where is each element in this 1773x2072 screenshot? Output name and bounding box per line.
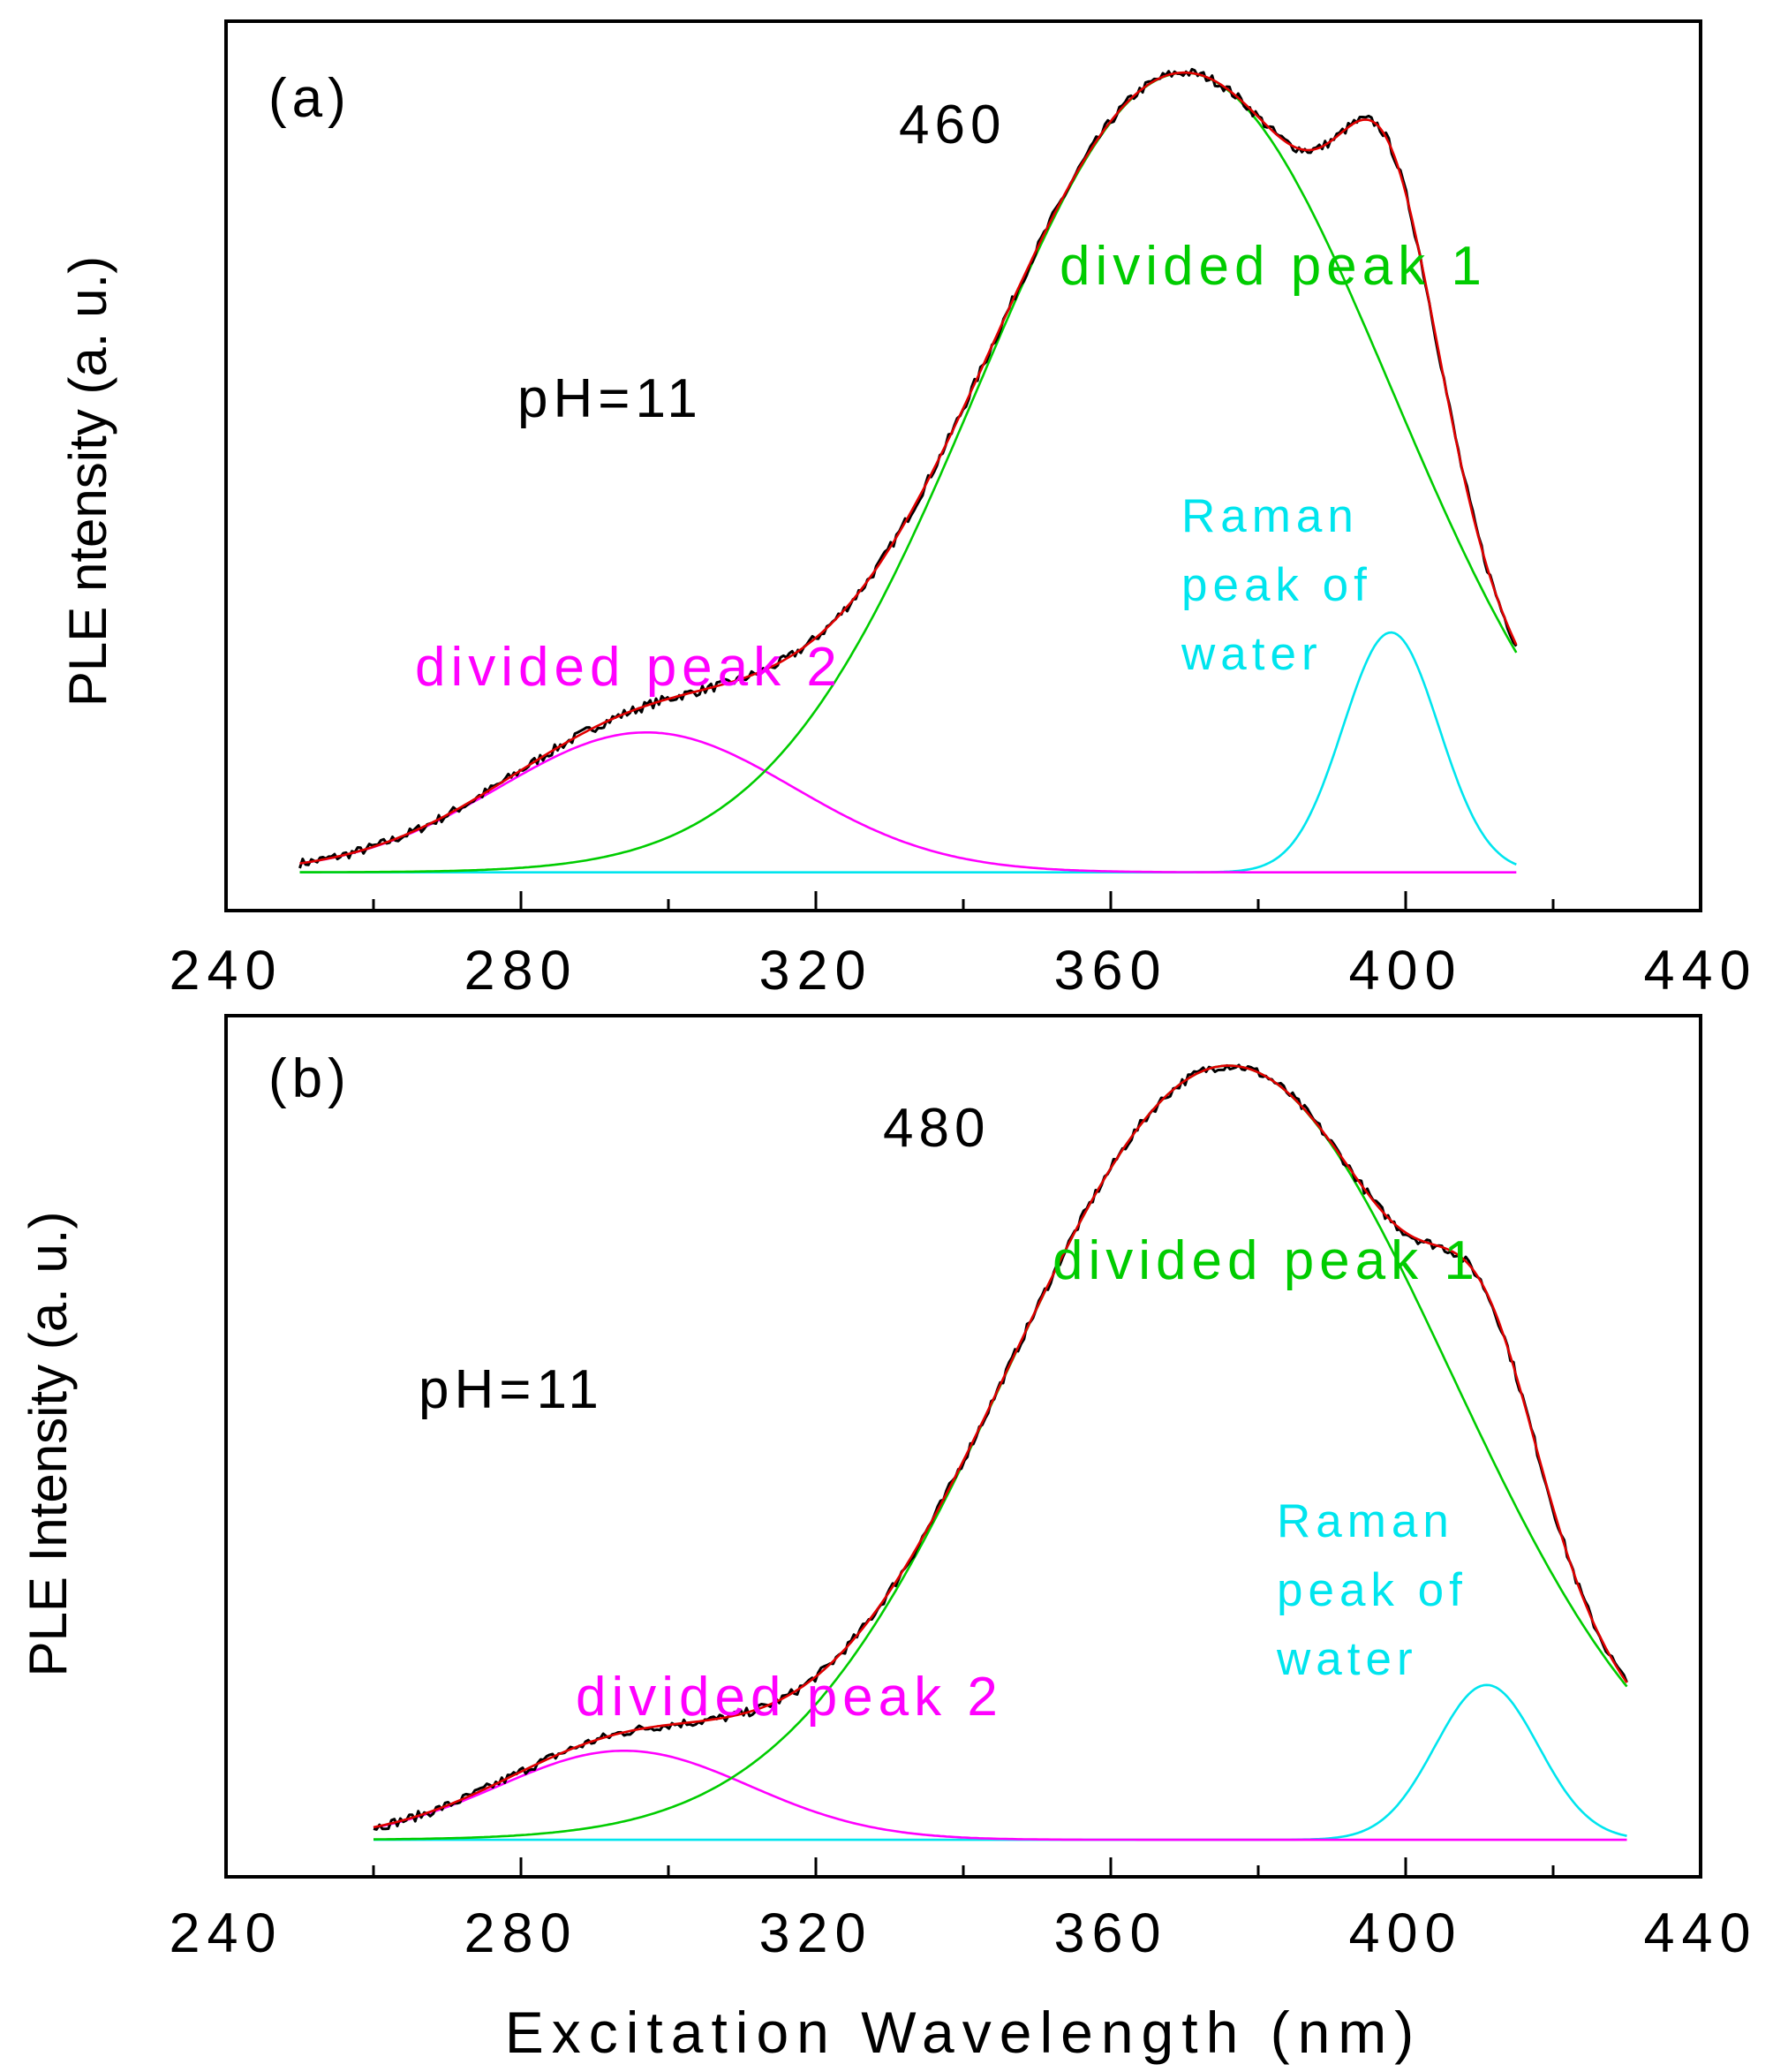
panel-a-y-axis-title: PLE ntensity (a. u.) — [58, 256, 117, 707]
panel-a-annotation-raman: Raman — [1181, 490, 1359, 542]
panel-b-x-tick-label: 280 — [464, 1902, 577, 1964]
panel-b-x-tick-labels: 240 280 320 360 400 440 — [169, 1902, 1757, 1964]
panel-b-series-divided-peak-2 — [373, 1750, 1627, 1841]
panel-b-x-tick-label: 440 — [1643, 1902, 1757, 1964]
panel-b: 240 280 320 360 400 440 PLE Intensity (a… — [19, 1014, 1757, 1964]
panel-b-annotation-divided-peak-1: divided peak 1 — [1052, 1230, 1480, 1291]
panel-b-y-axis-title: PLE Intensity (a. u.) — [19, 1212, 78, 1677]
panel-a-x-tick-label: 240 — [169, 940, 283, 1002]
panel-b-label: (b) — [268, 1048, 351, 1109]
panel-b-x-tick-label: 360 — [1053, 1902, 1167, 1964]
panel-a-x-tick-label: 280 — [464, 940, 577, 1002]
panel-b-annotation-divided-peak-2: divided peak 2 — [576, 1667, 1003, 1728]
panel-a-annotation-water: water — [1181, 628, 1323, 680]
panel-a-emission-label: 460 — [899, 95, 1006, 155]
panel-a-annotation-divided-peak-1: divided peak 1 — [1060, 236, 1487, 297]
panel-a-x-tick-label: 320 — [758, 940, 872, 1002]
panel-a-label: (a) — [268, 68, 351, 129]
panel-a-x-tick-label: 440 — [1643, 940, 1757, 1002]
panel-b-annotation-raman: Raman — [1277, 1495, 1454, 1547]
panel-a-series-divided-peak-2 — [299, 731, 1517, 873]
panel-a-annotation-divided-peak-2: divided peak 2 — [415, 637, 842, 698]
panel-a-annotation-peak-of: peak of — [1181, 559, 1372, 611]
panel-b-ph-label: pH=11 — [419, 1359, 604, 1420]
panel-b-annotation-peak-of: peak of — [1277, 1564, 1467, 1616]
panel-a-series-divided-peak-1 — [299, 72, 1518, 873]
panel-a-series-fit — [299, 71, 1518, 865]
panel-a-series-raman-peak-of-water — [299, 631, 1517, 873]
panel-a-x-tick-label: 360 — [1053, 940, 1167, 1002]
panel-a-series-measured — [298, 67, 1518, 869]
panel-a-ph-label: pH=11 — [517, 368, 703, 429]
panel-b-series-fit — [373, 1064, 1628, 1829]
panel-a-x-ticks — [224, 891, 1702, 911]
panel-a-x-tick-labels: 240 280 320 360 400 440 — [169, 940, 1757, 1002]
panel-b-annotation-water: water — [1276, 1633, 1418, 1685]
x-axis-title: Excitation Wavelength (nm) — [505, 2000, 1422, 2065]
panel-a: 240 280 320 360 400 440 PLE ntensity (a.… — [58, 19, 1757, 1002]
panel-b-x-tick-label: 240 — [169, 1902, 283, 1964]
panel-b-curves — [373, 1063, 1628, 1841]
panel-a-x-tick-label: 400 — [1348, 940, 1462, 1002]
panel-b-emission-label: 480 — [883, 1098, 990, 1159]
panel-b-x-tick-label: 320 — [758, 1902, 872, 1964]
panel-b-x-ticks — [224, 1857, 1702, 1877]
panel-b-x-tick-label: 400 — [1348, 1902, 1462, 1964]
panel-a-curves — [298, 67, 1518, 873]
